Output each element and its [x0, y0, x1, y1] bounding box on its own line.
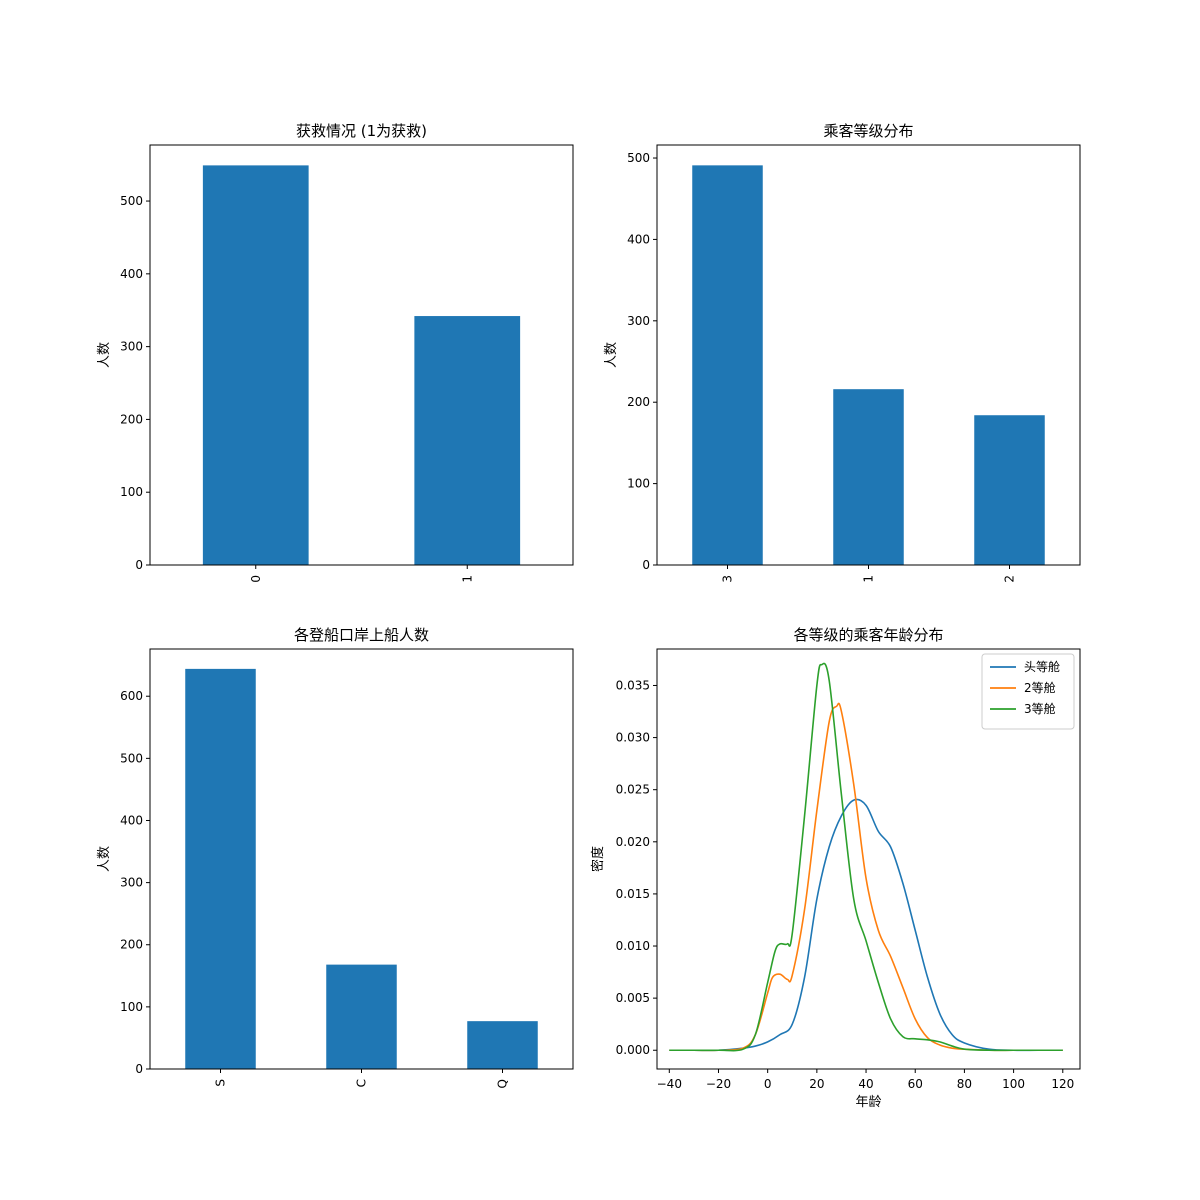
y-tick-label: 600 — [120, 689, 143, 703]
y-tick-label: 400 — [120, 813, 143, 827]
y-tick-label: 100 — [627, 477, 650, 491]
bar — [833, 389, 904, 565]
x-tick-label: 2 — [1003, 575, 1017, 583]
y-tick-label: 300 — [120, 340, 143, 354]
y-tick-label: 0 — [642, 558, 650, 572]
density-line — [669, 702, 1063, 1052]
x-tick-label: 3 — [721, 575, 735, 583]
y-tick-label: 0.000 — [616, 1043, 650, 1057]
bar — [414, 316, 521, 565]
y-tick-label: 100 — [120, 485, 143, 499]
bar — [202, 165, 309, 565]
y-tick-label: 300 — [120, 876, 143, 890]
chart-title: 各等级的乘客年龄分布 — [793, 626, 943, 644]
x-tick-label: 1 — [460, 575, 474, 583]
axes-frame — [656, 648, 1081, 1070]
x-tick-label: Q — [496, 1079, 510, 1088]
y-tick-label: 400 — [120, 267, 143, 281]
bar-chart-1: 0 100 200 300 400 500 0 1 获救情况 (1为获救) 人数 — [97, 122, 574, 583]
y-tick-label: 400 — [627, 232, 650, 246]
x-tick-label: S — [214, 1079, 228, 1087]
bar — [326, 964, 397, 1069]
axes-frame — [149, 144, 574, 566]
legend-box — [981, 653, 1075, 730]
x-tick-label: 120 — [1051, 1077, 1074, 1091]
density-line — [669, 662, 1063, 1052]
x-tick-label: 60 — [908, 1077, 923, 1091]
y-axis-label: 密度 — [590, 846, 606, 872]
y-tick-label: 0 — [135, 1062, 143, 1076]
y-tick-label: 500 — [627, 151, 650, 165]
y-tick-label: 0.025 — [616, 783, 650, 797]
y-tick-label: 0.005 — [616, 991, 650, 1005]
x-tick-label: 40 — [858, 1077, 873, 1091]
y-tick-label: 200 — [120, 938, 143, 952]
bar — [467, 1021, 538, 1069]
x-tick-label: −40 — [657, 1077, 682, 1091]
chart-title: 各登船口岸上船人数 — [294, 626, 429, 644]
chart-title: 获救情况 (1为获救) — [296, 122, 427, 140]
y-tick-label: 100 — [120, 1000, 143, 1014]
y-tick-label: 0.035 — [616, 678, 650, 692]
bar — [692, 165, 763, 566]
x-tick-label: −20 — [706, 1077, 731, 1091]
x-tick-label: C — [355, 1079, 369, 1087]
chart-title: 乘客等级分布 — [823, 122, 913, 140]
y-tick-label: 0.010 — [616, 939, 650, 953]
x-tick-label: 0 — [764, 1077, 772, 1091]
legend: 头等舱 2等舱 3等舱 — [981, 653, 1075, 730]
x-tick-label: 0 — [249, 575, 263, 583]
legend-label: 2等舱 — [1024, 681, 1056, 695]
y-tick-label: 0.015 — [616, 887, 650, 901]
x-tick-label: 20 — [809, 1077, 824, 1091]
y-tick-label: 200 — [627, 395, 650, 409]
y-tick-label: 0.020 — [616, 835, 650, 849]
x-tick-label: 1 — [862, 575, 876, 583]
legend-label: 头等舱 — [1024, 660, 1060, 674]
x-axis-label: 年龄 — [855, 1095, 881, 1110]
y-axis-label: 人数 — [97, 846, 112, 872]
y-axis-label: 人数 — [604, 342, 619, 368]
y-tick-label: 0.030 — [616, 731, 650, 745]
x-tick-label: 100 — [1002, 1077, 1025, 1091]
y-tick-label: 300 — [627, 314, 650, 328]
density-line — [669, 798, 1063, 1052]
y-tick-label: 0 — [135, 558, 143, 572]
y-tick-label: 500 — [120, 751, 143, 765]
x-tick-label: 80 — [957, 1077, 972, 1091]
y-tick-label: 500 — [120, 194, 143, 208]
y-axis-label: 人数 — [97, 342, 112, 368]
bar — [974, 415, 1045, 565]
density-chart: 0.000 0.005 0.010 0.015 0.020 0.025 0.030 0.035… — [590, 626, 1081, 1110]
y-tick-label: 200 — [120, 412, 143, 426]
legend-label: 3等舱 — [1024, 702, 1056, 716]
bar — [185, 668, 256, 1069]
